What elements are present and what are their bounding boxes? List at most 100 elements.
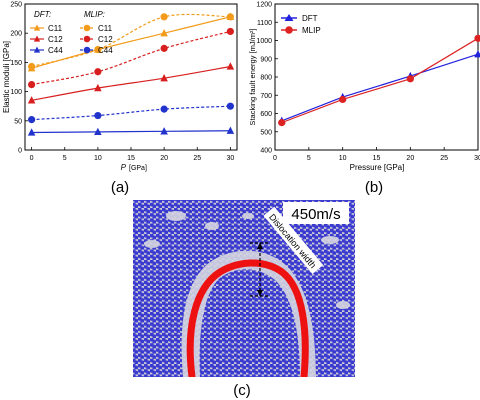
point-mlip-c11 bbox=[226, 13, 234, 21]
panel-a-caption: (a) bbox=[111, 179, 129, 196]
y-tick-label: 1200 bbox=[256, 2, 272, 9]
legend-mlip-c12-label: C12 bbox=[98, 35, 113, 44]
legend-mlip-c11-circle-icon bbox=[83, 24, 91, 32]
x-tick-label: 25 bbox=[193, 155, 201, 162]
legend-mlip-c11-label: C11 bbox=[98, 24, 113, 33]
x-tick-label: 5 bbox=[307, 155, 311, 162]
x-tick-label: 5 bbox=[63, 155, 67, 162]
panel-c-simulation: Dislocation width 450m/s (c) bbox=[133, 200, 355, 399]
y-tick-label: 700 bbox=[260, 93, 272, 100]
x-tick-label: 0 bbox=[30, 155, 34, 162]
y-tick-label: 900 bbox=[260, 56, 272, 63]
point-mlip-c44 bbox=[28, 116, 36, 124]
panel-b-x-axis-label: Pressure [GPa] bbox=[350, 163, 405, 172]
point-dft-c12 bbox=[94, 83, 102, 92]
x-tick-label: 15 bbox=[127, 155, 135, 162]
y-tick-label: 500 bbox=[260, 129, 272, 136]
panel-a-y-axis-label: Elastic moduli [GPa] bbox=[2, 41, 11, 113]
series-mlip-line bbox=[281, 37, 479, 124]
point-dft-c12 bbox=[226, 62, 235, 70]
series-dft-line bbox=[281, 53, 479, 122]
legend-dft-label: DFT bbox=[302, 14, 318, 23]
legend-mlip-label: MLIP bbox=[302, 26, 321, 35]
point-mlip-c12 bbox=[226, 27, 234, 36]
y-tick-label: 1000 bbox=[256, 38, 272, 45]
point-dft-c44 bbox=[27, 128, 36, 136]
x-tick-label: 30 bbox=[226, 155, 234, 162]
point-mlip-c11 bbox=[28, 62, 36, 71]
x-tick-label: 30 bbox=[474, 155, 480, 162]
x-tick-label: 15 bbox=[373, 155, 381, 162]
legend-mlip-c44-label: C44 bbox=[98, 46, 113, 55]
point-dft-c12 bbox=[27, 96, 36, 104]
panel-a-x-axis-label: P bbox=[121, 163, 127, 172]
point-mlip bbox=[474, 34, 480, 42]
series-dft-c12-line bbox=[31, 65, 231, 101]
panel-c-caption: (c) bbox=[233, 382, 251, 399]
x-tick-label: 20 bbox=[160, 155, 168, 162]
point-mlip-c44 bbox=[160, 105, 168, 113]
point-mlip bbox=[278, 119, 286, 127]
point-dft-c11 bbox=[160, 29, 168, 37]
point-dft-c44 bbox=[94, 127, 102, 136]
series-mlip-c11-line bbox=[31, 13, 231, 68]
panel-a-x-axis-unit: [GPa] bbox=[129, 165, 147, 172]
legend-dft-triangle-icon bbox=[284, 14, 294, 21]
point-mlip-c12 bbox=[94, 68, 102, 76]
dislocation-core-line bbox=[186, 259, 309, 377]
point-dft-c12 bbox=[160, 73, 168, 82]
y-tick-label: 200 bbox=[10, 31, 22, 38]
point-dft-c44 bbox=[226, 126, 235, 134]
y-tick-label: 800 bbox=[260, 75, 272, 82]
point-mlip bbox=[339, 95, 347, 104]
y-tick-label: 250 bbox=[10, 2, 22, 9]
panel-b-chart: 0 5 10 15 20 25 30 400 500 600 700 800 900 1000 1100 12… bbox=[248, 2, 480, 196]
point-mlip-c44 bbox=[94, 111, 102, 120]
panel-b-y-axis-label: Stacking fault energy [mJ/m²] bbox=[248, 28, 257, 125]
velocity-label-box bbox=[283, 202, 349, 224]
x-tick-label: 20 bbox=[406, 155, 414, 162]
panel-b-legend: DFT MLIP bbox=[281, 14, 321, 35]
series-dft-c44-line bbox=[31, 130, 231, 134]
x-tick-label: 25 bbox=[440, 155, 448, 162]
y-tick-label: 400 bbox=[260, 148, 272, 155]
point-mlip-c12 bbox=[28, 80, 36, 89]
point-mlip-c44 bbox=[226, 102, 234, 110]
legend-dft-c11-label: C11 bbox=[48, 24, 63, 33]
point-dft bbox=[474, 49, 480, 58]
panel-a-legend: DFT: MLIP: C11 C11 C12 C12 C44 C44 bbox=[30, 10, 113, 55]
point-mlip-c11 bbox=[94, 45, 102, 54]
y-tick-label: 50 bbox=[14, 118, 22, 125]
y-tick-label: 0 bbox=[18, 148, 22, 155]
x-tick-label: 10 bbox=[94, 155, 102, 162]
legend-dft-c12-triangle-icon bbox=[33, 35, 41, 42]
velocity-label: 450m/s bbox=[291, 206, 340, 223]
y-tick-label: 100 bbox=[10, 89, 22, 96]
point-mlip-c11 bbox=[160, 13, 168, 21]
legend-dft-c44-triangle-icon bbox=[33, 46, 41, 53]
x-tick-label: 10 bbox=[339, 155, 347, 162]
dislocation-width-marker bbox=[250, 242, 270, 297]
legend-header-dft: DFT: bbox=[34, 10, 51, 19]
legend-mlip-c44-circle-icon bbox=[83, 46, 91, 54]
series-dft-c11-line bbox=[31, 16, 231, 69]
series-mlip-c44-line bbox=[31, 105, 231, 121]
y-tick-label: 600 bbox=[260, 111, 272, 118]
legend-dft-c12-label: C12 bbox=[48, 35, 63, 44]
legend-mlip-c12-circle-icon bbox=[83, 35, 91, 43]
y-tick-label: 150 bbox=[10, 60, 22, 67]
y-tick-label: 1100 bbox=[257, 20, 272, 27]
series-mlip-c12-line bbox=[31, 30, 231, 86]
panel-a-chart: 0 5 10 15 20 25 30 0 50 100 150 200 250 DFT: MLIP: C… bbox=[2, 2, 238, 196]
panel-b-caption: (b) bbox=[365, 179, 383, 196]
legend-mlip-circle-icon bbox=[285, 26, 293, 34]
legend-dft-c44-label: C44 bbox=[48, 46, 63, 55]
x-tick-label: 0 bbox=[273, 155, 277, 162]
point-dft-c44 bbox=[160, 127, 168, 135]
point-mlip-c12 bbox=[160, 44, 168, 52]
legend-header-mlip: MLIP: bbox=[84, 10, 105, 19]
legend-dft-c11-triangle-icon bbox=[33, 24, 41, 31]
atom-lattice bbox=[133, 200, 355, 377]
point-mlip bbox=[406, 75, 414, 83]
